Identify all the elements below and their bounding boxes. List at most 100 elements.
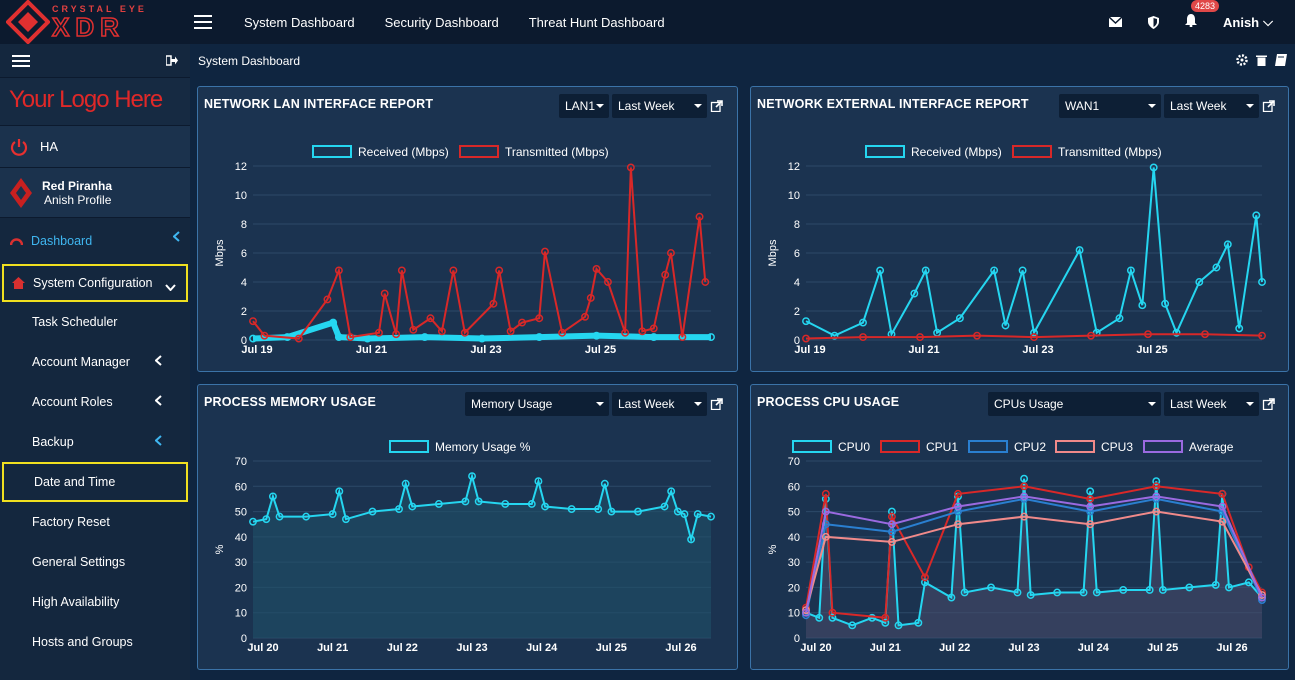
legend-swatch — [1012, 145, 1052, 158]
period-select[interactable]: Last Week — [1164, 94, 1259, 118]
period-select[interactable]: Last Week — [612, 94, 707, 118]
sidebar-item-general-settings[interactable]: General Settings — [0, 542, 190, 582]
sidebar-item-dashboard[interactable]: Dashboard — [0, 218, 190, 264]
y-tick-label: 6 — [241, 248, 247, 260]
legend-label: CPU2 — [1014, 440, 1046, 454]
external-link-icon[interactable] — [710, 100, 724, 112]
data-point — [678, 333, 687, 342]
x-tick-label: Jul 19 — [794, 344, 825, 356]
page-title: System Dashboard — [198, 54, 301, 68]
data-point — [1258, 591, 1266, 599]
home-icon — [12, 277, 25, 289]
data-point — [680, 510, 689, 519]
legend-swatch — [1143, 440, 1183, 453]
interface-select[interactable]: LAN1 — [559, 94, 609, 118]
data-point — [1258, 331, 1266, 340]
legend-label: CPU3 — [1101, 440, 1133, 454]
sidebar-item-label: Hosts and Groups — [32, 635, 133, 649]
x-tick-label: Jul 22 — [387, 642, 418, 654]
data-point — [1201, 330, 1209, 339]
shield-icon[interactable] — [1148, 15, 1160, 29]
x-tick-label: Jul 22 — [939, 642, 970, 654]
ha-status[interactable]: HA — [0, 126, 190, 168]
data-point — [460, 328, 469, 337]
x-tick-label: Jul 20 — [800, 642, 831, 654]
data-point — [667, 487, 676, 496]
chevron-down-icon — [165, 280, 176, 294]
y-tick-label: 40 — [788, 532, 800, 544]
mail-icon[interactable] — [1109, 17, 1123, 27]
external-link-icon[interactable] — [1262, 398, 1276, 410]
bell-icon[interactable] — [1185, 14, 1198, 28]
sidebar-item-high-availability[interactable]: High Availability — [0, 582, 190, 622]
gear-icon[interactable] — [1236, 54, 1248, 66]
sidebar-item-system-configuration[interactable]: System Configuration — [2, 264, 188, 302]
data-point — [395, 505, 403, 513]
y-axis-label: Mbps — [214, 239, 226, 266]
y-tick-label: 0 — [794, 633, 800, 645]
y-axis-label: Mbps — [767, 239, 779, 266]
sidebar: Your Logo Here HA Red Piranha Anish Profi… — [0, 44, 190, 680]
sidebar-menu-icon[interactable] — [12, 52, 30, 70]
data-point — [328, 510, 337, 519]
data-point — [828, 613, 837, 622]
sidebar-item-account-manager[interactable]: Account Manager — [0, 342, 190, 382]
data-point — [666, 249, 675, 257]
notifications[interactable]: 4283 — [1185, 0, 1220, 30]
data-point — [535, 314, 544, 323]
y-tick-label: 20 — [788, 582, 800, 594]
data-point — [375, 328, 383, 337]
data-point — [687, 535, 696, 544]
book-icon[interactable] — [1275, 54, 1287, 66]
brand-logo[interactable]: CRYSTAL EYE XDR — [0, 0, 190, 44]
data-point — [887, 537, 896, 546]
data-point — [887, 527, 896, 536]
x-tick-label: Jul 19 — [241, 344, 272, 356]
data-point — [1018, 266, 1027, 275]
data-point — [302, 512, 311, 521]
menu-toggle-icon[interactable] — [194, 11, 212, 33]
data-point — [1149, 163, 1158, 172]
data-point — [334, 266, 343, 275]
sidebar-item-task-scheduler[interactable]: Task Scheduler — [0, 302, 190, 342]
data-point — [527, 500, 536, 508]
metric-select[interactable]: Memory Usage — [465, 392, 609, 416]
crystal-eye-logo-icon — [6, 0, 50, 44]
nav-system-dashboard[interactable]: System Dashboard — [244, 14, 355, 30]
data-point — [955, 314, 964, 323]
sidebar-item-account-roles[interactable]: Account Roles — [0, 382, 190, 422]
data-point — [449, 266, 458, 275]
data-point — [1087, 331, 1095, 340]
period-select[interactable]: Last Week — [612, 392, 707, 416]
external-link-icon[interactable] — [1262, 100, 1276, 112]
sidebar-item-date-and-time[interactable]: Date and Time — [2, 462, 188, 502]
sidebar-item-hosts-and-groups[interactable]: Hosts and Groups — [0, 622, 190, 662]
data-point — [1026, 591, 1035, 599]
sidebar-item-backup[interactable]: Backup — [0, 422, 190, 462]
trash-icon[interactable] — [1256, 54, 1267, 66]
y-tick-label: 0 — [241, 633, 247, 645]
data-point — [821, 507, 830, 516]
red-piranha-logo-icon — [10, 177, 32, 208]
data-point — [1144, 330, 1152, 339]
metric-select[interactable]: CPUs Usage — [988, 392, 1161, 416]
data-point — [661, 270, 670, 279]
nav-security-dashboard[interactable]: Security Dashboard — [384, 14, 499, 30]
sidebar-item-factory-reset[interactable]: Factory Reset — [0, 502, 190, 542]
data-point — [437, 327, 446, 336]
interface-select[interactable]: WAN1 — [1059, 94, 1161, 118]
period-select[interactable]: Last Week — [1164, 392, 1259, 416]
user-menu[interactable]: Anish ⌵ — [1223, 14, 1273, 30]
lan-interface-panel: NETWORK LAN INTERFACE REPORT LAN1 Last W… — [197, 86, 738, 372]
data-point — [638, 327, 647, 336]
legend-swatch — [312, 145, 352, 158]
data-point — [802, 608, 810, 617]
data-point — [802, 606, 810, 615]
data-point — [910, 289, 919, 298]
data-point — [474, 497, 483, 506]
profile-card[interactable]: Red Piranha Anish Profile — [0, 168, 190, 218]
data-point — [859, 333, 867, 342]
sign-out-icon[interactable] — [166, 55, 178, 66]
external-link-icon[interactable] — [710, 398, 724, 410]
nav-threat-hunt-dashboard[interactable]: Threat Hunt Dashboard — [528, 14, 665, 30]
